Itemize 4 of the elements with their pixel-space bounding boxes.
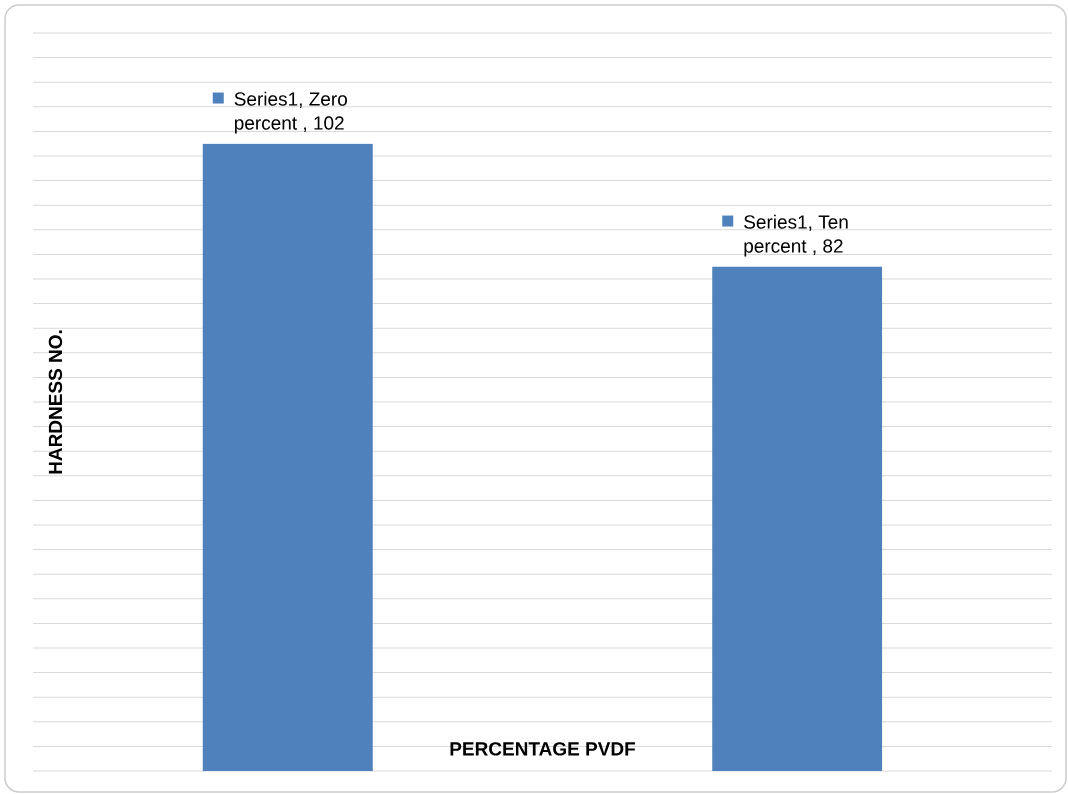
x-axis-title: PERCENTAGE PVDF <box>450 742 636 756</box>
data-label: Series1, Ten percent , 82 <box>744 214 848 257</box>
y-axis-title: HARDNESS NO. <box>48 330 63 474</box>
data-label: Series1, Zero percent , 102 <box>234 91 347 134</box>
